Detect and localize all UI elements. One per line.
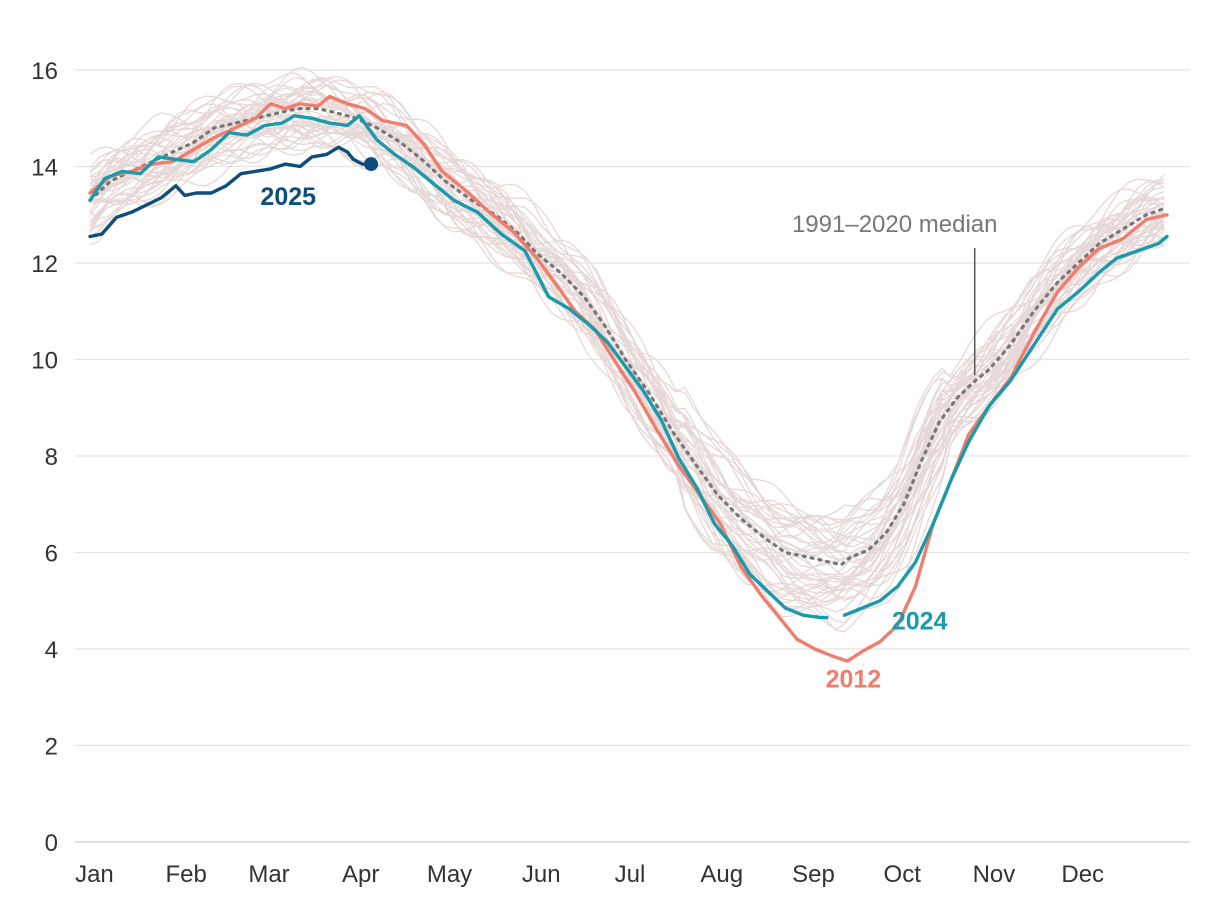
series-label-2025: 2025 [260,183,316,211]
x-tick-label-nov: Nov [973,861,1016,888]
background-year-line [89,77,1165,547]
x-tick-label-apr: Apr [342,861,379,888]
background-year-line [89,76,1165,526]
series-end-marker-2025 [364,157,379,172]
x-tick-label-jan: Jan [75,861,114,888]
gridlines [75,69,1190,843]
x-tick-label-jun: Jun [522,861,561,888]
y-tick-label-0: 0 [45,830,58,857]
y-tick-label-6: 6 [45,541,58,568]
background-year-line [89,75,1165,528]
y-tick-label-4: 4 [45,637,58,664]
series-line-2012 [88,94,1169,663]
y-axis: 0 2 4 6 8 10 12 14 16 [31,58,58,857]
x-tick-label-sep: Sep [792,861,835,888]
x-tick-label-oct: Oct [884,861,922,888]
y-tick-label-10: 10 [31,348,58,375]
series-label-2024: 2024 [892,608,948,636]
y-tick-label-16: 16 [31,58,58,85]
x-axis: Jan Feb Mar Apr May Jun Jul Aug Sep Oct Nov Dec [75,861,1104,888]
series-line-2024 [88,114,1169,620]
series-lines [88,94,1169,663]
background-year-lines [89,66,1165,633]
y-tick-label-12: 12 [31,251,58,278]
background-year-line [89,66,1165,518]
background-year-line [89,72,1165,531]
annotations: 1991–2020 median [792,211,998,376]
background-year-line [89,86,1165,560]
x-tick-label-mar: Mar [248,861,289,888]
x-tick-label-may: May [427,861,472,888]
y-tick-label-8: 8 [45,444,58,471]
x-tick-label-feb: Feb [165,861,206,888]
x-tick-label-aug: Aug [700,861,743,888]
y-tick-label-2: 2 [45,734,58,761]
background-year-line [89,87,1165,565]
background-year-line [89,79,1165,539]
series-line-2025 [88,145,373,239]
median-annotation-label: 1991–2020 median [792,211,998,238]
series-label-2012: 2012 [826,666,882,694]
y-tick-label-14: 14 [31,155,58,182]
series-line-1991-2020-median [88,107,1169,567]
x-tick-label-jul: Jul [615,861,646,888]
x-tick-label-dec: Dec [1061,861,1104,888]
background-year-line [89,94,1165,554]
series-labels: 2025 2024 2012 [260,183,947,693]
